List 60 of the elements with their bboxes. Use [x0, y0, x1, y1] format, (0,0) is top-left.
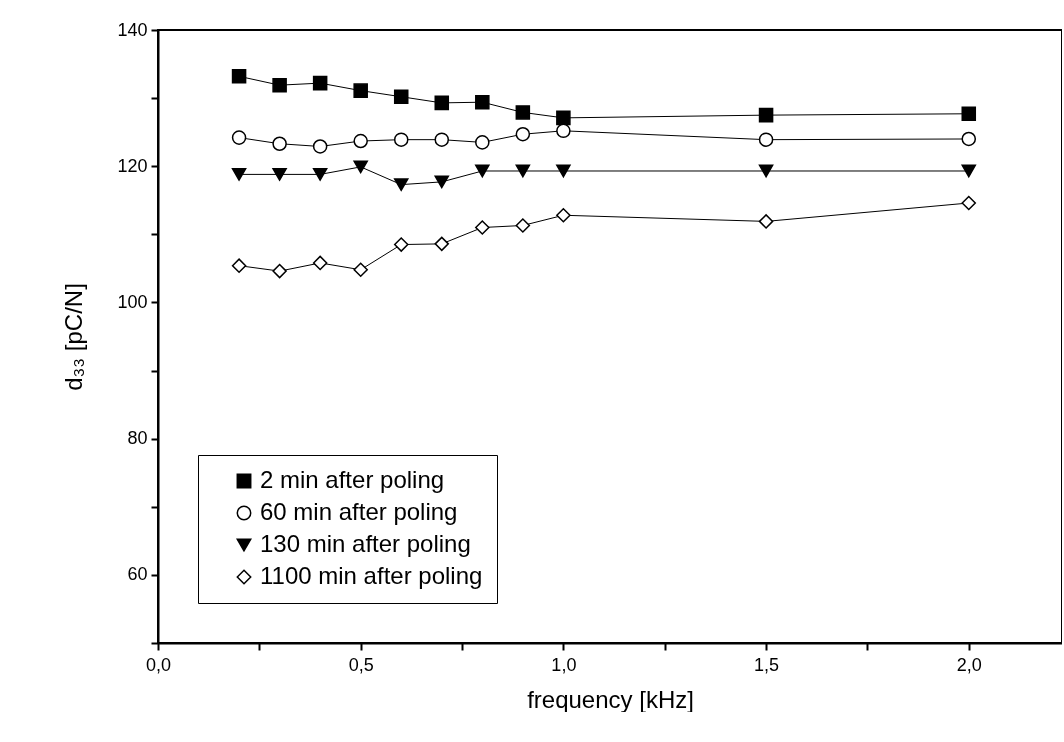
point — [353, 83, 368, 98]
point — [231, 168, 247, 181]
x-tick-label: 1,5 — [754, 654, 780, 675]
legend-label: 2 min after poling — [260, 466, 445, 493]
point — [272, 136, 287, 151]
y-tick-label: 100 — [117, 291, 148, 312]
point — [353, 262, 368, 278]
point — [515, 218, 531, 233]
x-tick-label: 0,0 — [145, 654, 172, 675]
point — [515, 126, 531, 142]
y-tick-label: 60 — [127, 564, 148, 585]
point — [758, 107, 774, 123]
point — [312, 75, 328, 91]
point — [231, 69, 247, 84]
point — [231, 130, 247, 145]
point — [231, 258, 247, 273]
point — [961, 164, 977, 178]
point — [961, 106, 977, 122]
x-tick-label: 1,0 — [551, 654, 577, 675]
y-tick-label: 140 — [117, 19, 148, 40]
point — [961, 195, 977, 211]
point — [758, 132, 774, 147]
point — [475, 94, 490, 110]
point — [312, 139, 328, 154]
point — [393, 132, 409, 147]
legend-label: 130 min after poling — [260, 530, 471, 557]
point — [515, 105, 531, 120]
point — [556, 123, 571, 139]
x-tick-label: 0,5 — [348, 654, 374, 675]
legend-label: 60 min after poling — [260, 498, 458, 525]
point — [475, 135, 490, 150]
x-tick-label: 2,0 — [956, 654, 982, 675]
point — [272, 263, 287, 279]
point — [353, 160, 368, 174]
point — [556, 164, 571, 178]
point — [393, 237, 409, 252]
point — [434, 95, 450, 111]
point — [961, 131, 977, 147]
y-tick-label: 80 — [127, 428, 148, 449]
point — [475, 220, 490, 235]
point — [312, 255, 328, 271]
point — [434, 175, 450, 189]
point — [475, 164, 490, 178]
point — [434, 236, 450, 252]
legend-label: 1100 min after poling — [260, 562, 483, 589]
point — [353, 133, 368, 149]
point — [272, 168, 287, 181]
point — [758, 214, 774, 229]
y-axis-title: d₃₃ [pC/N] — [60, 283, 88, 391]
y-tick-label: 120 — [117, 155, 148, 176]
x-axis-title: frequency [kHz] — [527, 685, 694, 713]
point — [556, 207, 571, 223]
point — [393, 89, 409, 105]
point — [312, 168, 328, 181]
point — [556, 110, 571, 126]
point — [758, 164, 774, 178]
point — [515, 164, 531, 178]
point — [434, 132, 450, 147]
point — [393, 178, 409, 192]
point — [272, 77, 287, 93]
